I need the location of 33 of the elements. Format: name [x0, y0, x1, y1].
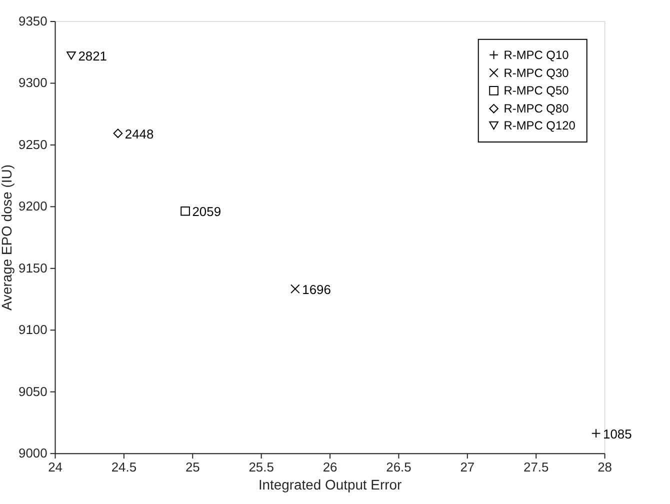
- x-tick-label: 26.5: [386, 459, 412, 474]
- legend-label: R-MPC Q30: [504, 66, 570, 80]
- x-tick-label: 27: [460, 459, 475, 474]
- legend-label: R-MPC Q80: [504, 102, 570, 116]
- x-tick-label: 24.5: [111, 459, 137, 474]
- y-tick-label: 9100: [18, 322, 48, 338]
- x-tick-label: 25.5: [248, 459, 274, 474]
- annotation: 2448: [124, 126, 154, 142]
- y-tick-label: 9150: [18, 260, 48, 276]
- legend-label: R-MPC Q10: [504, 48, 570, 62]
- y-tick-label: 9000: [18, 446, 48, 461]
- x-tick-label: 26: [322, 459, 338, 474]
- point: [66, 51, 76, 60]
- annotation: 1085: [603, 426, 632, 442]
- y-tick-label: 9050: [18, 384, 48, 399]
- x-axis-title: Integrated Output Error: [258, 476, 402, 492]
- y-tick-label: 9200: [18, 198, 48, 214]
- x-tick-label: 27.5: [524, 459, 549, 474]
- x-tick-label: 28: [598, 459, 612, 474]
- point: [180, 206, 190, 216]
- legend-label: R-MPC Q120: [504, 118, 576, 133]
- x-tick-label: 25: [185, 459, 200, 474]
- y-axis-title: Average EPO dose (IU): [0, 164, 15, 311]
- annotation: 2059: [192, 204, 222, 220]
- y-tick-label: 9250: [18, 136, 48, 152]
- legend-label: R-MPC Q50: [504, 84, 570, 98]
- annotation: 2821: [78, 48, 107, 64]
- x-tick-label: 24: [48, 459, 62, 474]
- y-tick-label: 9300: [18, 75, 48, 90]
- annotation: 1696: [302, 282, 331, 297]
- point: [113, 128, 123, 138]
- y-tick-label: 9350: [18, 13, 48, 28]
- point: [290, 284, 300, 294]
